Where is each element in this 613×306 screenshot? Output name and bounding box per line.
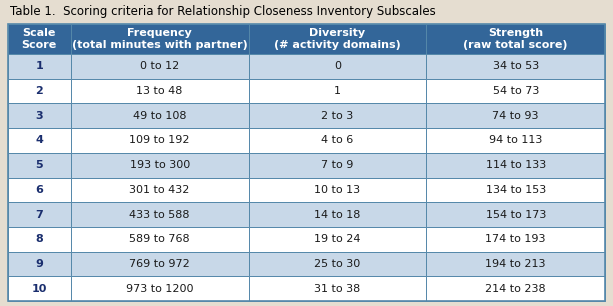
Bar <box>8 177 70 202</box>
Bar <box>249 252 427 276</box>
Bar <box>249 79 427 103</box>
Text: 8: 8 <box>36 234 44 244</box>
Text: 10: 10 <box>32 284 47 294</box>
Text: Diversity
(# activity domains): Diversity (# activity domains) <box>274 28 401 50</box>
Bar <box>8 227 70 252</box>
Text: 13 to 48: 13 to 48 <box>137 86 183 96</box>
Text: 433 to 588: 433 to 588 <box>129 210 190 219</box>
Bar <box>427 276 605 301</box>
Bar <box>249 227 427 252</box>
Bar <box>8 24 70 54</box>
Text: 19 to 24: 19 to 24 <box>314 234 361 244</box>
Text: 7: 7 <box>36 210 44 219</box>
Text: 0: 0 <box>334 61 341 71</box>
Text: 25 to 30: 25 to 30 <box>314 259 360 269</box>
Bar <box>8 128 70 153</box>
Text: 194 to 213: 194 to 213 <box>485 259 546 269</box>
Bar <box>8 276 70 301</box>
Text: 9: 9 <box>36 259 44 269</box>
Bar <box>249 128 427 153</box>
Text: 1: 1 <box>334 86 341 96</box>
Bar <box>70 153 249 177</box>
Text: 109 to 192: 109 to 192 <box>129 136 190 145</box>
Text: Scale
Score: Scale Score <box>21 28 57 50</box>
Text: 54 to 73: 54 to 73 <box>493 86 539 96</box>
Bar <box>70 177 249 202</box>
Text: 134 to 153: 134 to 153 <box>485 185 546 195</box>
Bar <box>427 252 605 276</box>
Bar <box>70 79 249 103</box>
Text: 193 to 300: 193 to 300 <box>129 160 190 170</box>
Bar <box>70 24 249 54</box>
Text: 769 to 972: 769 to 972 <box>129 259 190 269</box>
Bar <box>249 276 427 301</box>
Text: 589 to 768: 589 to 768 <box>129 234 190 244</box>
Bar <box>8 153 70 177</box>
Text: Frequency
(total minutes with partner): Frequency (total minutes with partner) <box>72 28 248 50</box>
Bar <box>427 79 605 103</box>
Bar <box>8 79 70 103</box>
Text: 94 to 113: 94 to 113 <box>489 136 543 145</box>
Text: 114 to 133: 114 to 133 <box>485 160 546 170</box>
Bar <box>427 24 605 54</box>
Text: 973 to 1200: 973 to 1200 <box>126 284 193 294</box>
Text: 5: 5 <box>36 160 43 170</box>
Bar <box>8 252 70 276</box>
Bar <box>427 202 605 227</box>
Bar <box>249 202 427 227</box>
Bar <box>70 227 249 252</box>
Text: Table 1.  Scoring criteria for Relationship Closeness Inventory Subscales: Table 1. Scoring criteria for Relationsh… <box>10 5 436 18</box>
Bar <box>8 54 70 79</box>
Bar <box>8 103 70 128</box>
Text: 7 to 9: 7 to 9 <box>321 160 354 170</box>
Text: Strength
(raw total score): Strength (raw total score) <box>463 28 568 50</box>
Text: 31 to 38: 31 to 38 <box>314 284 360 294</box>
Bar <box>249 54 427 79</box>
Bar <box>249 24 427 54</box>
Text: 3: 3 <box>36 111 43 121</box>
Bar <box>427 103 605 128</box>
Text: 214 to 238: 214 to 238 <box>485 284 546 294</box>
Text: 4: 4 <box>36 136 44 145</box>
Bar <box>427 54 605 79</box>
Text: 34 to 53: 34 to 53 <box>493 61 539 71</box>
Text: 14 to 18: 14 to 18 <box>314 210 360 219</box>
Bar <box>249 153 427 177</box>
Text: 174 to 193: 174 to 193 <box>485 234 546 244</box>
Bar <box>249 177 427 202</box>
Bar <box>8 202 70 227</box>
Bar <box>249 103 427 128</box>
Bar <box>427 227 605 252</box>
Text: 1: 1 <box>36 61 44 71</box>
Text: 2 to 3: 2 to 3 <box>321 111 354 121</box>
Bar <box>427 128 605 153</box>
Text: 154 to 173: 154 to 173 <box>485 210 546 219</box>
Bar <box>427 177 605 202</box>
Bar <box>70 103 249 128</box>
Bar <box>70 54 249 79</box>
Text: 4 to 6: 4 to 6 <box>321 136 354 145</box>
Text: 49 to 108: 49 to 108 <box>133 111 186 121</box>
Text: 2: 2 <box>36 86 44 96</box>
Text: 6: 6 <box>36 185 44 195</box>
Bar <box>70 252 249 276</box>
Text: 301 to 432: 301 to 432 <box>129 185 190 195</box>
Bar <box>427 153 605 177</box>
Text: 0 to 12: 0 to 12 <box>140 61 179 71</box>
Text: 74 to 93: 74 to 93 <box>492 111 539 121</box>
Bar <box>70 128 249 153</box>
Bar <box>70 276 249 301</box>
Bar <box>70 202 249 227</box>
Text: 10 to 13: 10 to 13 <box>314 185 360 195</box>
